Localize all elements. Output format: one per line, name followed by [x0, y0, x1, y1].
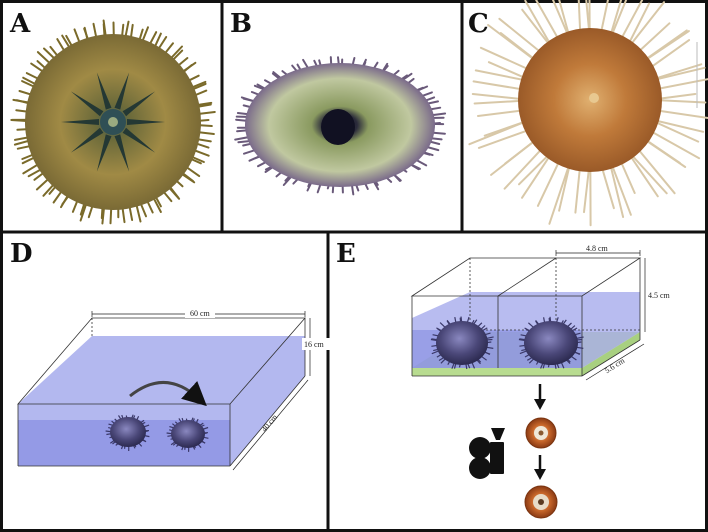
panel-d: D 60 cm	[10, 239, 332, 471]
specimen-cup-icon	[525, 417, 557, 449]
panel-c: C	[468, 0, 708, 227]
sea-urchin-c-image	[468, 0, 708, 227]
urchin-icon	[430, 316, 494, 370]
d-length-label: 60 cm	[190, 309, 211, 318]
panel-a: A	[9, 9, 216, 225]
e-height-label: 4.5 cm	[648, 291, 671, 300]
panel-a-letter: A	[9, 9, 31, 39]
urchin-icon	[166, 417, 209, 452]
move-arrow-icon	[129, 381, 207, 407]
camera-icon	[469, 428, 505, 479]
panel-d-letter: D	[10, 239, 33, 269]
down-arrow-icon	[534, 384, 546, 410]
panel-e-letter: E	[336, 239, 356, 269]
urchin-icon	[518, 316, 584, 369]
panel-c-letter: C	[468, 9, 489, 39]
down-arrow-icon	[534, 455, 546, 480]
urchin-icon	[105, 414, 150, 452]
small-aquarium-diagram: 4.8 cm 4.5 cm 5.6 cm	[410, 244, 671, 381]
e-length-label: 4.8 cm	[586, 244, 609, 253]
large-aquarium-diagram: 60 cm 16 cm 40 cm	[17, 308, 332, 471]
specimen-cup-icon	[524, 485, 558, 519]
d-height-label: 16 cm	[304, 340, 325, 349]
sea-urchin-a-image	[10, 19, 216, 225]
panel-b: B	[230, 9, 447, 196]
panel-e: E	[336, 239, 671, 519]
sea-urchin-b-image	[234, 56, 447, 196]
panel-b-letter: B	[230, 9, 252, 39]
